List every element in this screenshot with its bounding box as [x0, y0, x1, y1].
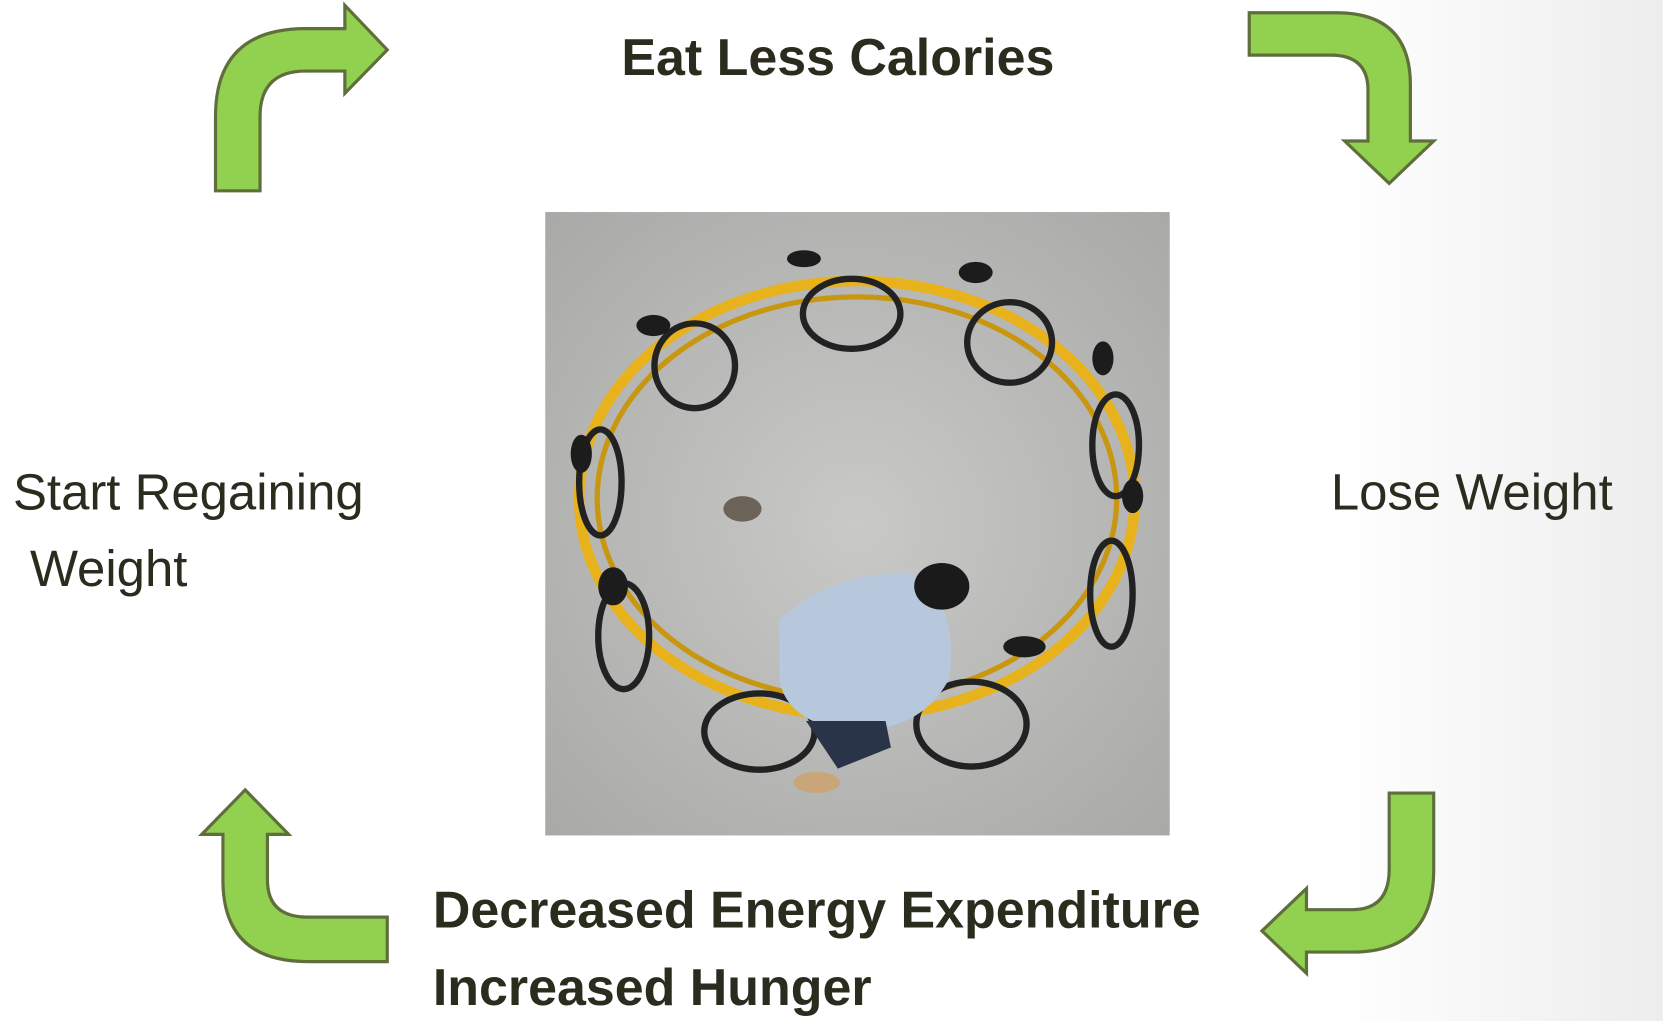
- photo: [545, 212, 1170, 836]
- node-label: Lose Weight: [1331, 464, 1613, 521]
- node-label: Increased Hunger: [433, 959, 872, 1017]
- node-label: Decreased Energy Expenditure: [433, 882, 1201, 940]
- arrow-top-right: [1247, 11, 1438, 186]
- arrow-top-left: [213, 1, 390, 193]
- photo-rider: [779, 562, 970, 794]
- photo-stain: [723, 496, 762, 522]
- node-label: Eat Less Calories: [621, 29, 1054, 87]
- node-label: Start Regaining: [13, 464, 364, 521]
- arrow-bottom-right: [1259, 791, 1436, 978]
- photo-wheels: [575, 275, 1143, 773]
- photo-seats: [570, 250, 1144, 658]
- arrow-bottom-left: [197, 787, 389, 964]
- node-label: Weight: [30, 540, 187, 597]
